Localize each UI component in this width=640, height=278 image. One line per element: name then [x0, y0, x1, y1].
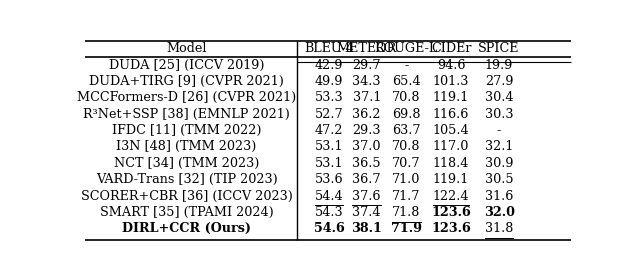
Text: 54.3: 54.3 [315, 206, 343, 219]
Text: 37.1: 37.1 [353, 91, 381, 104]
Text: 70.8: 70.8 [392, 91, 420, 104]
Text: 32.0: 32.0 [484, 206, 515, 219]
Text: 36.2: 36.2 [353, 108, 381, 121]
Text: 49.9: 49.9 [315, 75, 343, 88]
Text: 52.7: 52.7 [315, 108, 343, 121]
Text: DIRL+CCR (Ours): DIRL+CCR (Ours) [122, 222, 251, 235]
Text: ROUGE-L: ROUGE-L [375, 42, 438, 55]
Text: 53.3: 53.3 [315, 91, 343, 104]
Text: SMART [35] (TPAMI 2024): SMART [35] (TPAMI 2024) [100, 206, 273, 219]
Text: 53.6: 53.6 [315, 173, 343, 186]
Text: 53.1: 53.1 [315, 157, 343, 170]
Text: 105.4: 105.4 [433, 124, 469, 137]
Text: Model: Model [166, 42, 207, 55]
Text: DUDA+TIRG [9] (CVPR 2021): DUDA+TIRG [9] (CVPR 2021) [89, 75, 284, 88]
Text: 38.1: 38.1 [351, 222, 382, 235]
Text: -: - [497, 124, 501, 137]
Text: 101.3: 101.3 [433, 75, 469, 88]
Text: 30.4: 30.4 [485, 91, 513, 104]
Text: -: - [404, 59, 408, 72]
Text: 94.6: 94.6 [436, 59, 465, 72]
Text: VARD-Trans [32] (TIP 2023): VARD-Trans [32] (TIP 2023) [96, 173, 278, 186]
Text: 119.1: 119.1 [433, 91, 469, 104]
Text: 69.8: 69.8 [392, 108, 420, 121]
Text: 37.6: 37.6 [353, 190, 381, 202]
Text: 30.9: 30.9 [485, 157, 513, 170]
Text: 37.0: 37.0 [353, 140, 381, 153]
Text: MCCFormers-D [26] (CVPR 2021): MCCFormers-D [26] (CVPR 2021) [77, 91, 296, 104]
Text: IFDC [11] (TMM 2022): IFDC [11] (TMM 2022) [112, 124, 261, 137]
Text: 34.3: 34.3 [353, 75, 381, 88]
Text: 19.9: 19.9 [485, 59, 513, 72]
Text: DUDA [25] (ICCV 2019): DUDA [25] (ICCV 2019) [109, 59, 264, 72]
Text: 122.4: 122.4 [433, 190, 469, 202]
Text: R³Net+SSP [38] (EMNLP 2021): R³Net+SSP [38] (EMNLP 2021) [83, 108, 290, 121]
Text: 119.1: 119.1 [433, 173, 469, 186]
Text: 53.1: 53.1 [315, 140, 343, 153]
Text: I3N [48] (TMM 2023): I3N [48] (TMM 2023) [116, 140, 257, 153]
Text: 29.3: 29.3 [353, 124, 381, 137]
Text: 37.4: 37.4 [353, 206, 381, 219]
Text: METEOR: METEOR [337, 42, 397, 55]
Text: 118.4: 118.4 [433, 157, 469, 170]
Text: 123.6: 123.6 [431, 222, 471, 235]
Text: 31.6: 31.6 [485, 190, 513, 202]
Text: 123.6: 123.6 [431, 206, 471, 219]
Text: 32.1: 32.1 [485, 140, 513, 153]
Text: BLEU-4: BLEU-4 [304, 42, 354, 55]
Text: 54.6: 54.6 [314, 222, 344, 235]
Text: 36.7: 36.7 [353, 173, 381, 186]
Text: 71.7: 71.7 [392, 190, 420, 202]
Text: 63.7: 63.7 [392, 124, 420, 137]
Text: SCORER+CBR [36] (ICCV 2023): SCORER+CBR [36] (ICCV 2023) [81, 190, 292, 202]
Text: 70.7: 70.7 [392, 157, 420, 170]
Text: 54.4: 54.4 [315, 190, 343, 202]
Text: 29.7: 29.7 [353, 59, 381, 72]
Text: 65.4: 65.4 [392, 75, 420, 88]
Text: 31.8: 31.8 [485, 222, 513, 235]
Text: 117.0: 117.0 [433, 140, 469, 153]
Text: 30.3: 30.3 [485, 108, 513, 121]
Text: 27.9: 27.9 [485, 75, 513, 88]
Text: 30.5: 30.5 [485, 173, 513, 186]
Text: 71.8: 71.8 [392, 206, 420, 219]
Text: 47.2: 47.2 [315, 124, 343, 137]
Text: 71.9: 71.9 [391, 222, 422, 235]
Text: 36.5: 36.5 [353, 157, 381, 170]
Text: 42.9: 42.9 [315, 59, 343, 72]
Text: NCT [34] (TMM 2023): NCT [34] (TMM 2023) [114, 157, 259, 170]
Text: 71.0: 71.0 [392, 173, 420, 186]
Text: 116.6: 116.6 [433, 108, 469, 121]
Text: CIDEr: CIDEr [431, 42, 471, 55]
Text: SPICE: SPICE [478, 42, 520, 55]
Text: 70.8: 70.8 [392, 140, 420, 153]
